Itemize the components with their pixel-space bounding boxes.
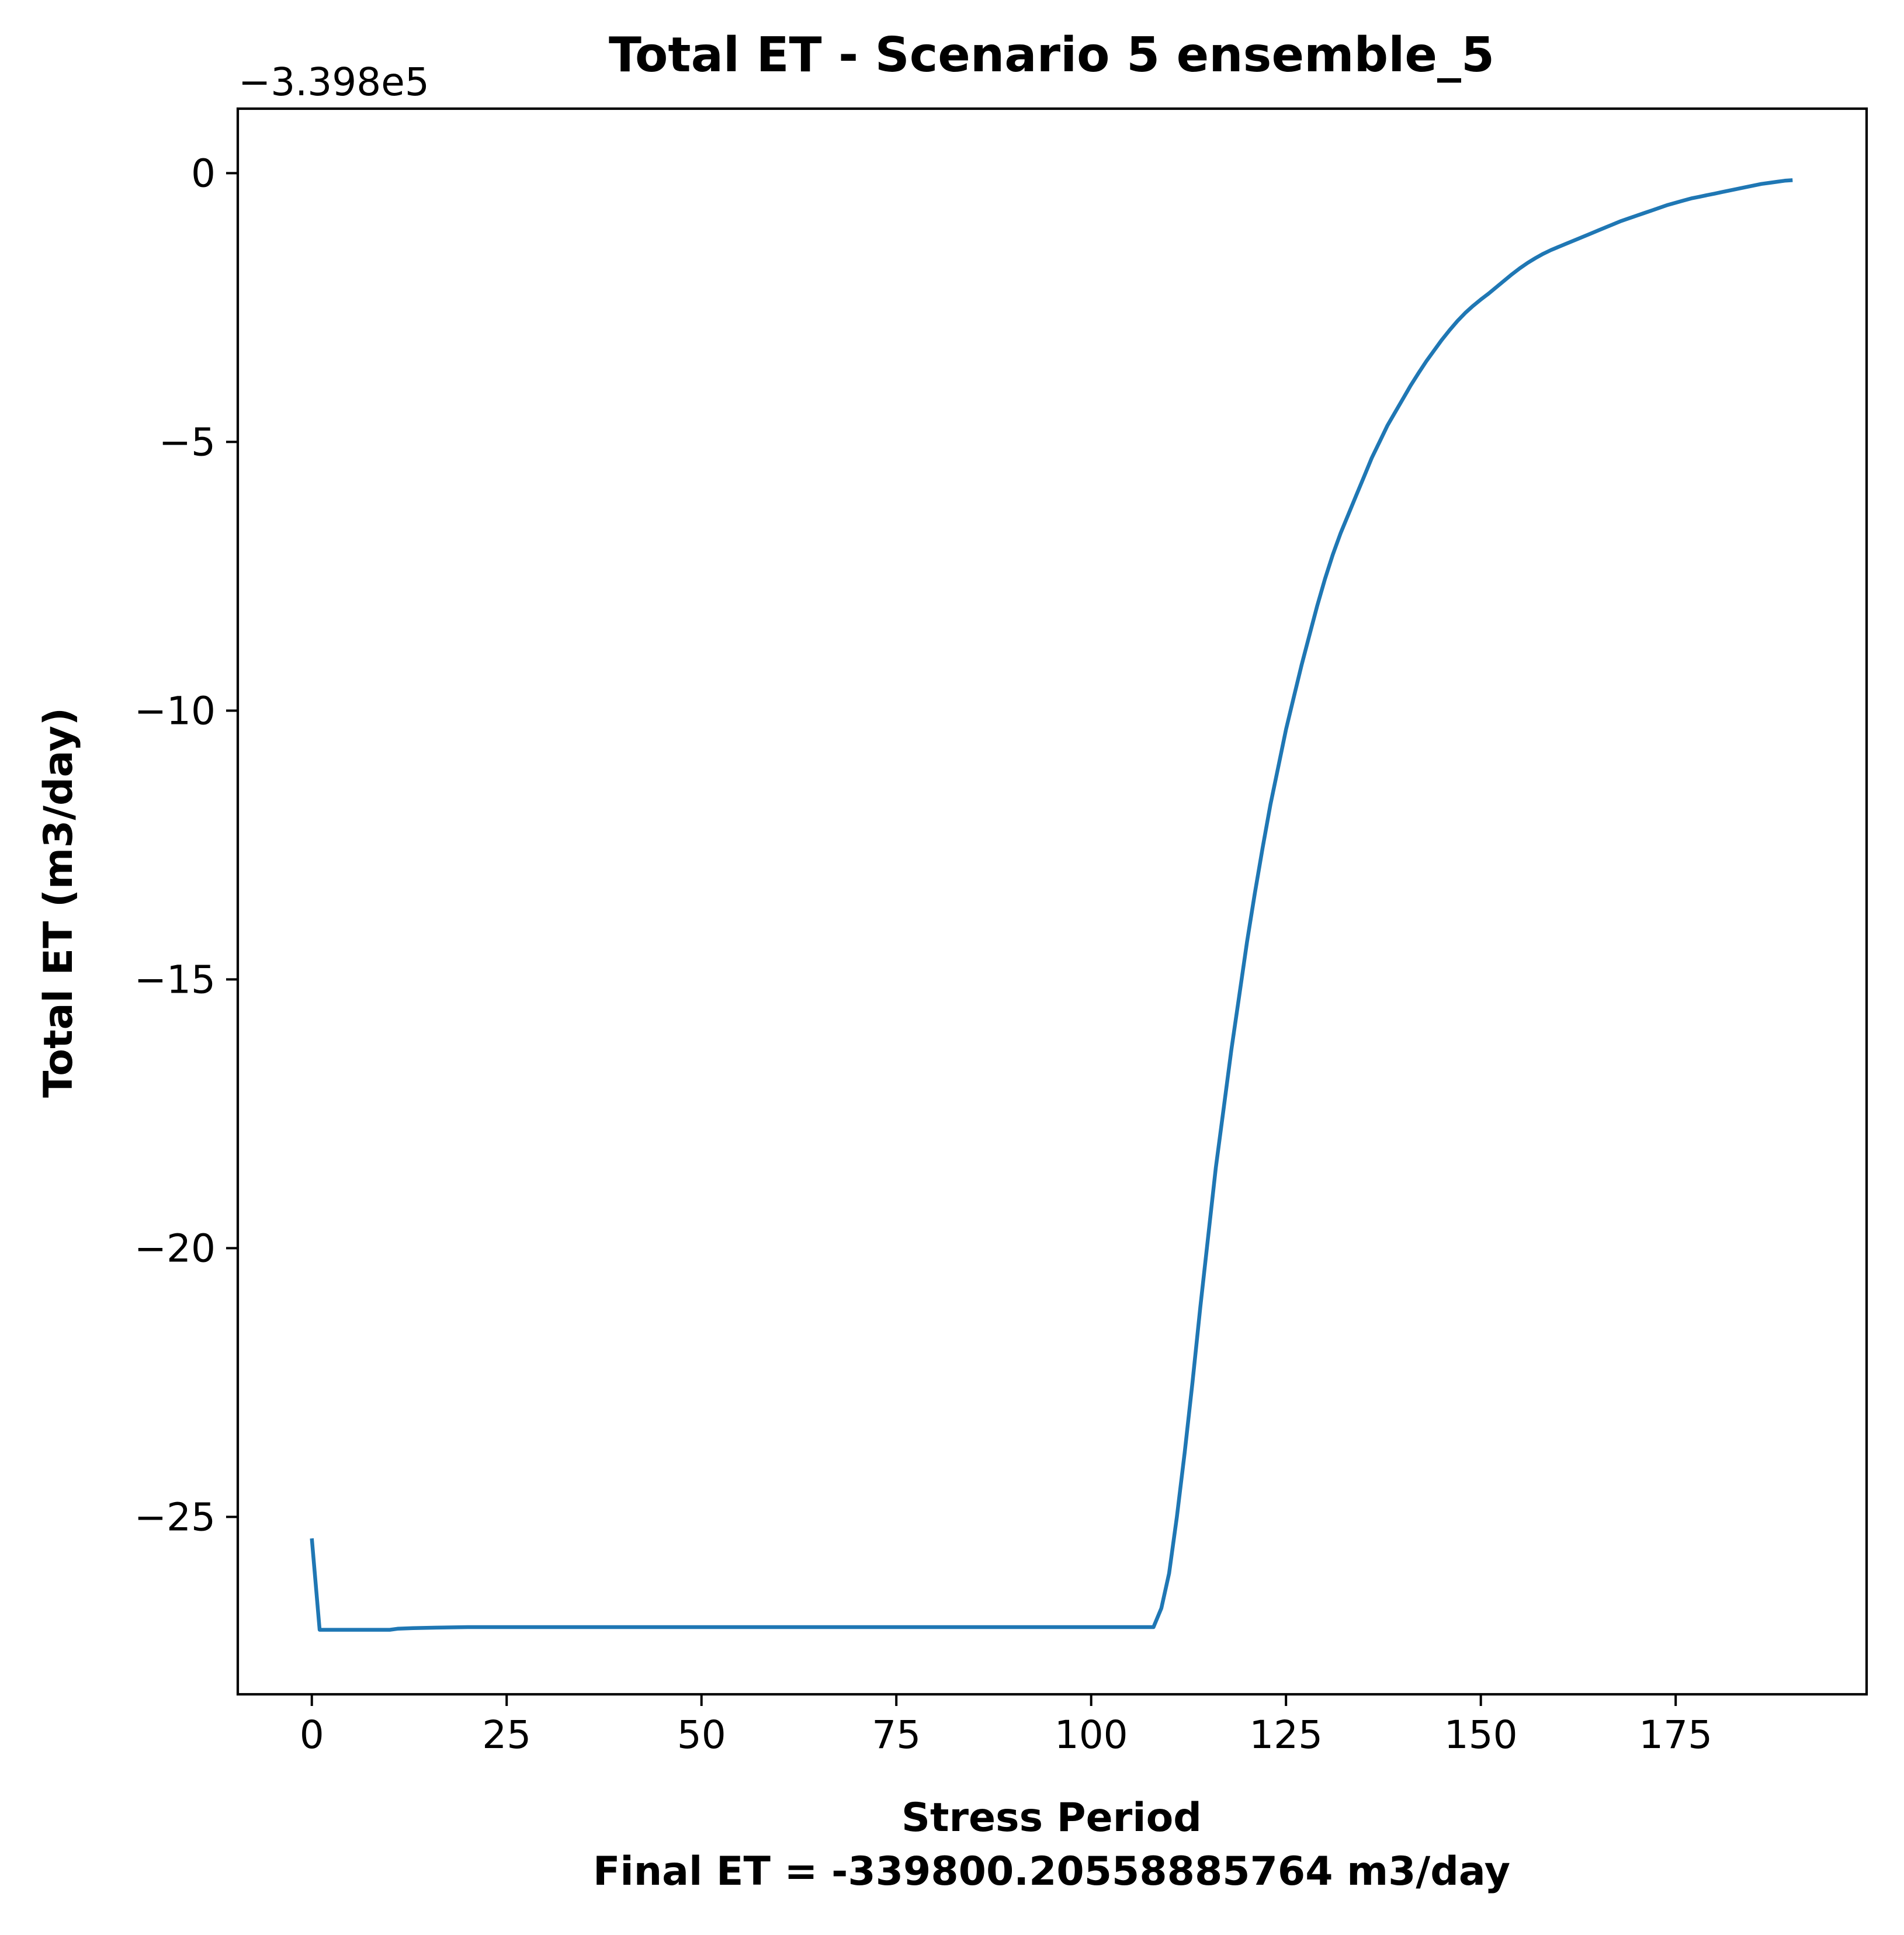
y-tick-label: −20 <box>134 1226 216 1271</box>
final-et-annotation: Final ET = -339800.20558885764 m3/day <box>593 1849 1510 1895</box>
y-axis-ticks: 0 −5 −10 −15 −20 −25 <box>134 151 238 1539</box>
y-tick-label: −25 <box>134 1494 216 1539</box>
x-tick-label: 50 <box>677 1712 726 1757</box>
plot-area-frame <box>236 107 1868 1696</box>
series-line-0 <box>310 178 1793 1632</box>
y-tick-label: −5 <box>159 419 216 464</box>
x-tick-label: 125 <box>1249 1712 1323 1757</box>
y-axis-offset-label: −3.398e5 <box>238 60 429 105</box>
x-tick-label: 0 <box>300 1712 324 1757</box>
x-tick-label: 100 <box>1055 1712 1128 1757</box>
x-tick-label: 25 <box>482 1712 531 1757</box>
y-tick-label: −10 <box>134 688 216 733</box>
x-axis-ticks: 0 25 50 75 100 125 150 175 <box>300 1694 1712 1757</box>
y-axis-label: Total ET (m3/day) <box>36 708 82 1098</box>
series-group <box>310 178 1793 1632</box>
chart-title: Total ET - Scenario 5 ensemble_5 <box>609 27 1494 83</box>
x-tick-label: 75 <box>872 1712 921 1757</box>
x-axis-label: Stress Period <box>901 1795 1202 1841</box>
y-tick-label: 0 <box>191 151 216 196</box>
y-tick-label: −15 <box>134 957 216 1002</box>
x-tick-label: 175 <box>1639 1712 1712 1757</box>
x-tick-label: 150 <box>1444 1712 1518 1757</box>
